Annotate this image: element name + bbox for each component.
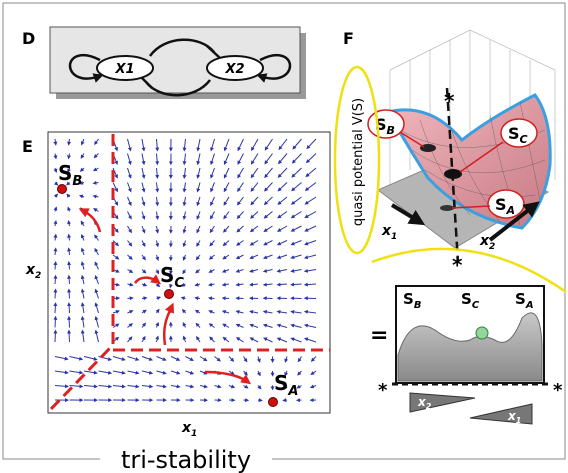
state-sub: C <box>174 276 184 291</box>
caption: tri-stability <box>121 446 251 473</box>
panel-label: E <box>22 137 33 156</box>
panel-label: D <box>22 29 35 48</box>
z-axis-label: quasi potential V(S) <box>351 98 366 226</box>
vector <box>55 317 56 328</box>
equals: = <box>370 323 388 348</box>
vector <box>258 400 262 401</box>
label-sub: 2 <box>35 271 41 281</box>
vector <box>55 262 56 269</box>
state-sub: C <box>520 133 528 146</box>
y-axis-label: x2 <box>25 262 41 281</box>
vector <box>55 331 56 342</box>
state-sub: B <box>72 174 82 189</box>
wedge <box>470 404 532 424</box>
state-main: S <box>515 290 526 308</box>
state-sub: A <box>525 300 534 311</box>
state-sub: A <box>287 384 298 399</box>
ball <box>476 327 488 339</box>
node-label: X1 <box>114 62 134 77</box>
well <box>440 205 454 211</box>
state-main: S <box>461 290 472 308</box>
star: * <box>553 380 563 401</box>
vector <box>55 303 56 313</box>
label-sub: 2 <box>426 402 432 411</box>
steady-state <box>269 398 278 407</box>
x-axis-label: x1 <box>181 420 197 439</box>
vector <box>69 262 70 269</box>
vector <box>283 400 287 401</box>
vector <box>69 317 70 328</box>
state-main: S <box>508 124 520 143</box>
vector <box>69 289 70 298</box>
state-main: S <box>274 371 288 395</box>
vector <box>69 331 70 342</box>
star: * <box>378 380 388 401</box>
state-main: S <box>403 290 414 308</box>
axis-label: x1 <box>381 223 397 242</box>
steady-state <box>58 185 67 194</box>
state-main: S <box>58 161 72 185</box>
label-sub: 1 <box>391 232 397 242</box>
star: * <box>444 89 455 113</box>
label-sub: 2 <box>489 242 495 252</box>
label-sub: 1 <box>516 416 522 425</box>
state-main: S <box>495 195 507 214</box>
state-sub: A <box>506 204 516 217</box>
panel-label: F <box>343 29 354 48</box>
figure: tri-stability D X1 X2 E SB SC SA x1 x2 F <box>0 0 568 473</box>
vector <box>69 276 70 284</box>
vector <box>69 303 70 313</box>
steady-state <box>165 290 174 299</box>
node-label: X2 <box>224 62 244 77</box>
state-sub: C <box>472 300 480 311</box>
vector <box>55 289 56 298</box>
state-sub: B <box>387 124 395 137</box>
vector <box>55 248 56 255</box>
state-sub: B <box>414 300 422 311</box>
vector <box>209 298 215 299</box>
vector <box>55 276 56 284</box>
vector <box>128 298 133 299</box>
label-sub: 1 <box>191 429 197 439</box>
vector <box>195 298 200 299</box>
page: tri-stability D X1 X2 E SB SC SA x1 x2 F <box>0 0 568 473</box>
star: * <box>452 253 463 277</box>
state-main: S <box>160 263 174 287</box>
